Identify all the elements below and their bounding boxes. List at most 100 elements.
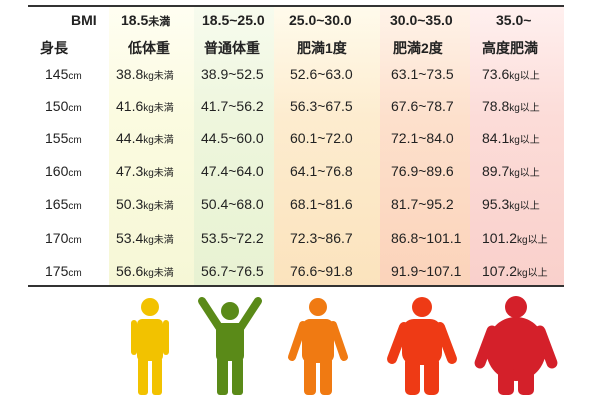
height-cell-unit: cm xyxy=(68,135,82,146)
normal-cell: 44.5~60.0 xyxy=(201,130,264,146)
height-cell-unit: cm xyxy=(68,201,82,212)
column-background-obese-2 xyxy=(380,6,470,286)
underweight-cell-value: 38.8 xyxy=(116,66,144,82)
table-bottom-rule xyxy=(28,285,564,287)
severe-obese-cell-value: 107.2 xyxy=(482,263,518,279)
normal-cell: 41.7~56.2 xyxy=(201,98,264,114)
obese-2-cell: 76.9~89.6 xyxy=(391,163,454,179)
underweight-cell-unit: kg未満 xyxy=(143,71,174,82)
height-cell-unit: cm xyxy=(68,168,82,179)
height-cell-unit: cm xyxy=(68,235,82,246)
severe-obese-cell-unit: kg以上 xyxy=(509,71,540,82)
underweight-cell-unit: kg未満 xyxy=(143,168,174,179)
height-cell: 170cm xyxy=(45,230,82,246)
severe-obese-cell-value: 73.6 xyxy=(482,66,510,82)
height-cell-value: 150 xyxy=(45,98,69,114)
normal-cell-value: 56.7~76.5 xyxy=(201,263,264,279)
severe-obese-cell-unit: kg以上 xyxy=(509,168,540,179)
severe-obese-cell-value: 101.2 xyxy=(482,230,518,246)
underweight-cell: 56.6kg未満 xyxy=(116,263,174,279)
normal-cell: 38.9~52.5 xyxy=(201,66,264,82)
thin-person-icon xyxy=(90,295,210,397)
obese-1-cell: 68.1~81.6 xyxy=(290,196,353,212)
severe-obese-cell-value: 78.8 xyxy=(482,98,510,114)
severe-obese-cell-value: 89.7 xyxy=(482,163,510,179)
severe-obese-cell: 107.2kg以上 xyxy=(482,263,548,279)
severe-obese-cell-unit: kg以上 xyxy=(509,201,540,212)
obese-1-cell-value: 72.3~86.7 xyxy=(290,230,353,246)
normal-cell-value: 53.5~72.2 xyxy=(201,230,264,246)
category-obese-2: 肥満2度 xyxy=(393,40,443,56)
obese-1-cell-value: 56.3~67.5 xyxy=(290,98,353,114)
obese-1-cell: 64.1~76.8 xyxy=(290,163,353,179)
obese-2-cell-value: 81.7~95.2 xyxy=(391,196,454,212)
height-cell: 145cm xyxy=(45,66,82,82)
obese-person-icon xyxy=(456,295,576,397)
underweight-cell: 38.8kg未満 xyxy=(116,66,174,82)
category-obese-1: 肥満1度 xyxy=(297,40,347,56)
height-cell-value: 145 xyxy=(45,66,69,82)
overweight-person-icon xyxy=(362,295,482,397)
chubby-person-icon xyxy=(258,295,378,397)
underweight-cell-unit: kg未満 xyxy=(143,201,174,212)
obese-1-cell-value: 52.6~63.0 xyxy=(290,66,353,82)
obese-2-cell: 91.9~107.1 xyxy=(391,263,461,279)
obese-2-cell: 86.8~101.1 xyxy=(391,230,461,246)
severe-obese-cell-value: 95.3 xyxy=(482,196,510,212)
obese-2-cell-value: 86.8~101.1 xyxy=(391,230,462,246)
normal-cell-value: 50.4~68.0 xyxy=(201,196,264,212)
height-cell: 155cm xyxy=(45,130,82,146)
bmi-range-severe-obese: 35.0~ xyxy=(496,12,532,28)
underweight-cell-value: 47.3 xyxy=(116,163,144,179)
obese-2-cell: 81.7~95.2 xyxy=(391,196,454,212)
normal-cell-value: 47.4~64.0 xyxy=(201,163,264,179)
height-cell-unit: cm xyxy=(68,71,82,82)
height-cell-value: 160 xyxy=(45,163,69,179)
height-cell: 150cm xyxy=(45,98,82,114)
obese-1-cell-value: 60.1~72.0 xyxy=(290,130,353,146)
underweight-cell-unit: kg未満 xyxy=(143,268,174,279)
column-background-underweight xyxy=(109,6,194,286)
height-cell-value: 165 xyxy=(45,196,69,212)
severe-obese-cell: 101.2kg以上 xyxy=(482,230,548,246)
height-cell: 160cm xyxy=(45,163,82,179)
normal-cell: 50.4~68.0 xyxy=(201,196,264,212)
column-background-normal xyxy=(194,6,274,286)
column-background-severe-obese xyxy=(470,6,564,286)
severe-obese-cell-unit: kg以上 xyxy=(517,268,548,279)
table-top-rule xyxy=(28,5,564,7)
severe-obese-cell-unit: kg以上 xyxy=(517,235,548,246)
obese-1-cell: 52.6~63.0 xyxy=(290,66,353,82)
obese-2-cell-value: 63.1~73.5 xyxy=(391,66,454,82)
underweight-cell-value: 50.3 xyxy=(116,196,144,212)
severe-obese-cell: 95.3kg以上 xyxy=(482,196,540,212)
obese-1-cell-value: 68.1~81.6 xyxy=(290,196,353,212)
height-cell: 165cm xyxy=(45,196,82,212)
underweight-cell-unit: kg未満 xyxy=(143,103,174,114)
obese-1-cell: 56.3~67.5 xyxy=(290,98,353,114)
underweight-cell-unit: kg未満 xyxy=(143,235,174,246)
severe-obese-cell-unit: kg以上 xyxy=(509,135,540,146)
normal-cell-value: 41.7~56.2 xyxy=(201,98,264,114)
column-background-obese-1 xyxy=(274,6,380,286)
severe-obese-cell: 84.1kg以上 xyxy=(482,130,540,146)
height-cell-unit: cm xyxy=(68,103,82,114)
height-cell-value: 155 xyxy=(45,130,69,146)
obese-1-cell-value: 76.6~91.8 xyxy=(290,263,353,279)
obese-2-cell: 72.1~84.0 xyxy=(391,130,454,146)
bmi-range-normal: 18.5~25.0 xyxy=(202,12,265,28)
normal-cell-value: 44.5~60.0 xyxy=(201,130,264,146)
obese-2-cell: 63.1~73.5 xyxy=(391,66,454,82)
underweight-cell-value: 53.4 xyxy=(116,230,144,246)
height-cell-value: 175 xyxy=(45,263,69,279)
underweight-cell: 47.3kg未満 xyxy=(116,163,174,179)
obese-1-cell: 60.1~72.0 xyxy=(290,130,353,146)
obese-1-cell: 76.6~91.8 xyxy=(290,263,353,279)
bmi-header-label: BMI xyxy=(71,12,97,28)
underweight-cell: 50.3kg未満 xyxy=(116,196,174,212)
underweight-cell-value: 56.6 xyxy=(116,263,144,279)
normal-cell: 47.4~64.0 xyxy=(201,163,264,179)
arms-raised-person-icon xyxy=(170,295,290,397)
category-underweight: 低体重 xyxy=(128,40,170,56)
category-severe-obese: 高度肥満 xyxy=(482,40,538,56)
